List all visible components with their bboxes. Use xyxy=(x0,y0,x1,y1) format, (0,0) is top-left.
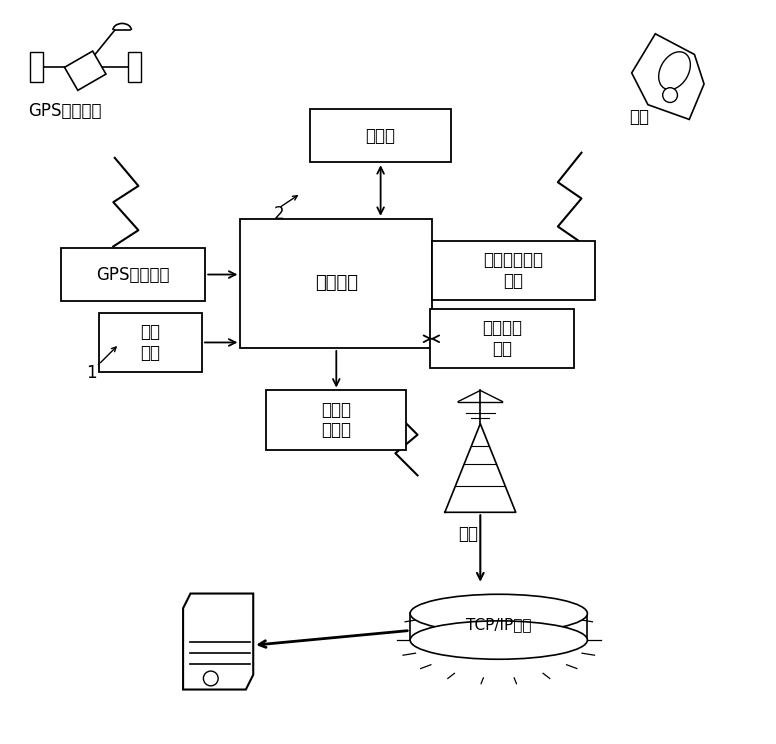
Ellipse shape xyxy=(659,52,691,89)
Text: 电源
电路: 电源 电路 xyxy=(140,323,160,362)
Bar xyxy=(64,51,106,90)
Ellipse shape xyxy=(411,620,587,659)
Bar xyxy=(99,313,202,372)
Text: 手机信号采集
模块: 手机信号采集 模块 xyxy=(483,251,543,290)
Bar xyxy=(431,310,574,368)
Circle shape xyxy=(663,88,677,103)
Text: GPS定位模块: GPS定位模块 xyxy=(96,266,170,283)
Bar xyxy=(310,109,451,162)
Text: 数据输
出模块: 数据输 出模块 xyxy=(321,400,352,440)
Text: 微处理器: 微处理器 xyxy=(315,275,358,292)
Circle shape xyxy=(203,671,218,686)
Bar xyxy=(61,248,205,301)
Text: 人机交互
单元: 人机交互 单元 xyxy=(483,319,522,358)
Bar xyxy=(432,241,594,301)
Text: 2: 2 xyxy=(273,205,284,223)
Text: GPS定位卫星: GPS定位卫星 xyxy=(28,103,101,121)
Text: 1: 1 xyxy=(86,365,96,382)
Text: TCP/IP网络: TCP/IP网络 xyxy=(466,617,532,632)
Bar xyxy=(29,52,43,82)
Ellipse shape xyxy=(411,594,587,632)
Polygon shape xyxy=(183,594,253,690)
Text: 手机: 手机 xyxy=(629,108,649,126)
Bar xyxy=(241,219,432,348)
Polygon shape xyxy=(632,33,704,120)
Text: 存储器: 存储器 xyxy=(365,126,396,144)
Text: 基站: 基站 xyxy=(458,525,478,543)
Bar xyxy=(128,52,141,82)
Bar xyxy=(266,391,407,449)
